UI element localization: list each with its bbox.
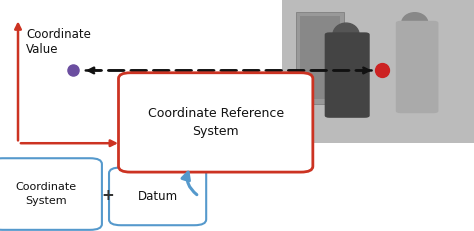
FancyBboxPatch shape (325, 32, 370, 118)
Ellipse shape (333, 23, 359, 46)
FancyBboxPatch shape (282, 0, 474, 143)
Text: Coordinate Reference
System: Coordinate Reference System (147, 107, 284, 138)
FancyBboxPatch shape (296, 12, 344, 104)
Text: Coordinate
System: Coordinate System (16, 182, 77, 206)
Text: Datum: Datum (137, 190, 178, 203)
FancyBboxPatch shape (0, 158, 102, 230)
Ellipse shape (401, 13, 428, 33)
FancyBboxPatch shape (300, 16, 340, 99)
Text: Coordinate
Value: Coordinate Value (26, 28, 91, 56)
FancyBboxPatch shape (396, 21, 438, 113)
FancyBboxPatch shape (109, 167, 206, 225)
Text: +: + (102, 188, 114, 203)
FancyBboxPatch shape (118, 73, 313, 172)
